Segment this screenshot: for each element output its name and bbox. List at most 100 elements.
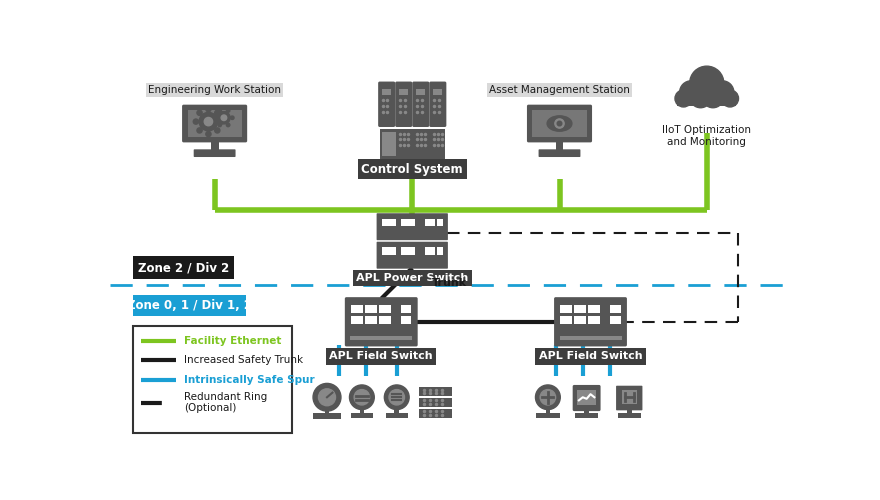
Bar	[577, 390, 596, 405]
Bar	[350, 336, 412, 340]
Circle shape	[535, 385, 561, 409]
Bar	[627, 406, 632, 414]
FancyBboxPatch shape	[377, 213, 448, 240]
Bar	[400, 247, 414, 255]
Bar	[399, 90, 408, 96]
Bar	[575, 412, 598, 418]
Bar	[433, 90, 443, 96]
Text: Zone 2 / Div 2: Zone 2 / Div 2	[138, 262, 230, 274]
Text: Increased Safety Trunk: Increased Safety Trunk	[184, 356, 303, 366]
Bar	[187, 110, 242, 137]
Bar	[382, 90, 392, 96]
Bar	[610, 305, 620, 312]
Bar	[425, 218, 435, 226]
Bar	[325, 406, 329, 414]
Bar	[575, 316, 586, 324]
Circle shape	[206, 132, 211, 136]
Bar	[618, 412, 641, 418]
Bar	[560, 336, 621, 340]
Bar	[437, 218, 444, 226]
Circle shape	[206, 106, 211, 112]
Circle shape	[215, 110, 220, 116]
Circle shape	[217, 112, 231, 124]
Circle shape	[214, 116, 217, 119]
Circle shape	[722, 90, 738, 107]
Bar	[425, 247, 435, 255]
Text: IIoT Optimization
and Monitoring: IIoT Optimization and Monitoring	[663, 126, 752, 147]
Circle shape	[226, 123, 230, 126]
Circle shape	[197, 128, 202, 133]
Circle shape	[679, 81, 703, 104]
FancyBboxPatch shape	[573, 385, 600, 411]
Bar	[379, 128, 444, 160]
Circle shape	[557, 121, 561, 126]
Bar	[379, 316, 391, 324]
Circle shape	[711, 81, 734, 104]
Bar	[561, 305, 572, 312]
Bar	[555, 141, 563, 150]
Circle shape	[215, 128, 220, 133]
Text: Facility Ethernet: Facility Ethernet	[184, 336, 281, 346]
Bar	[133, 326, 292, 434]
Bar	[365, 305, 377, 312]
Bar	[437, 247, 444, 255]
Circle shape	[231, 116, 234, 119]
FancyBboxPatch shape	[539, 150, 581, 157]
Bar	[400, 305, 412, 312]
Bar	[536, 412, 560, 418]
Bar	[400, 218, 414, 226]
Bar	[379, 305, 391, 312]
Bar	[386, 412, 407, 418]
Bar	[382, 218, 396, 226]
FancyBboxPatch shape	[395, 82, 412, 127]
Circle shape	[690, 86, 711, 108]
FancyBboxPatch shape	[133, 256, 234, 280]
Bar	[382, 247, 396, 255]
Text: APL Field Switch: APL Field Switch	[329, 352, 433, 362]
Circle shape	[690, 66, 723, 100]
FancyBboxPatch shape	[412, 82, 429, 127]
Bar	[610, 316, 620, 324]
Bar	[584, 406, 589, 414]
Text: Control System: Control System	[362, 163, 463, 176]
Bar	[313, 412, 341, 419]
Circle shape	[199, 112, 217, 131]
Bar	[678, 94, 737, 106]
Bar	[419, 398, 451, 407]
Bar	[394, 405, 399, 414]
Text: Trunk: Trunk	[431, 278, 466, 288]
Text: Asset Management Station: Asset Management Station	[489, 84, 630, 94]
FancyBboxPatch shape	[378, 82, 395, 127]
Circle shape	[218, 109, 222, 112]
Circle shape	[349, 385, 374, 409]
Bar	[546, 406, 550, 414]
Bar	[416, 90, 425, 96]
Bar	[210, 141, 218, 150]
Circle shape	[319, 389, 335, 406]
FancyBboxPatch shape	[377, 242, 448, 268]
Bar	[419, 409, 451, 418]
Bar	[360, 405, 364, 414]
Circle shape	[675, 90, 692, 107]
FancyBboxPatch shape	[616, 386, 642, 410]
Bar	[532, 110, 587, 137]
Bar	[588, 316, 600, 324]
Bar	[621, 390, 637, 404]
FancyBboxPatch shape	[429, 82, 446, 127]
Bar	[419, 387, 451, 396]
Bar	[400, 316, 412, 324]
Bar	[351, 316, 363, 324]
FancyBboxPatch shape	[182, 104, 247, 142]
Circle shape	[221, 115, 227, 120]
FancyBboxPatch shape	[194, 150, 236, 157]
Circle shape	[555, 119, 564, 128]
Circle shape	[218, 119, 224, 124]
Circle shape	[218, 123, 222, 126]
Bar	[351, 305, 363, 312]
Ellipse shape	[547, 116, 572, 131]
Circle shape	[194, 119, 199, 124]
Text: APL Field Switch: APL Field Switch	[539, 352, 642, 362]
FancyBboxPatch shape	[554, 297, 627, 346]
Circle shape	[385, 385, 409, 409]
Circle shape	[702, 86, 724, 108]
